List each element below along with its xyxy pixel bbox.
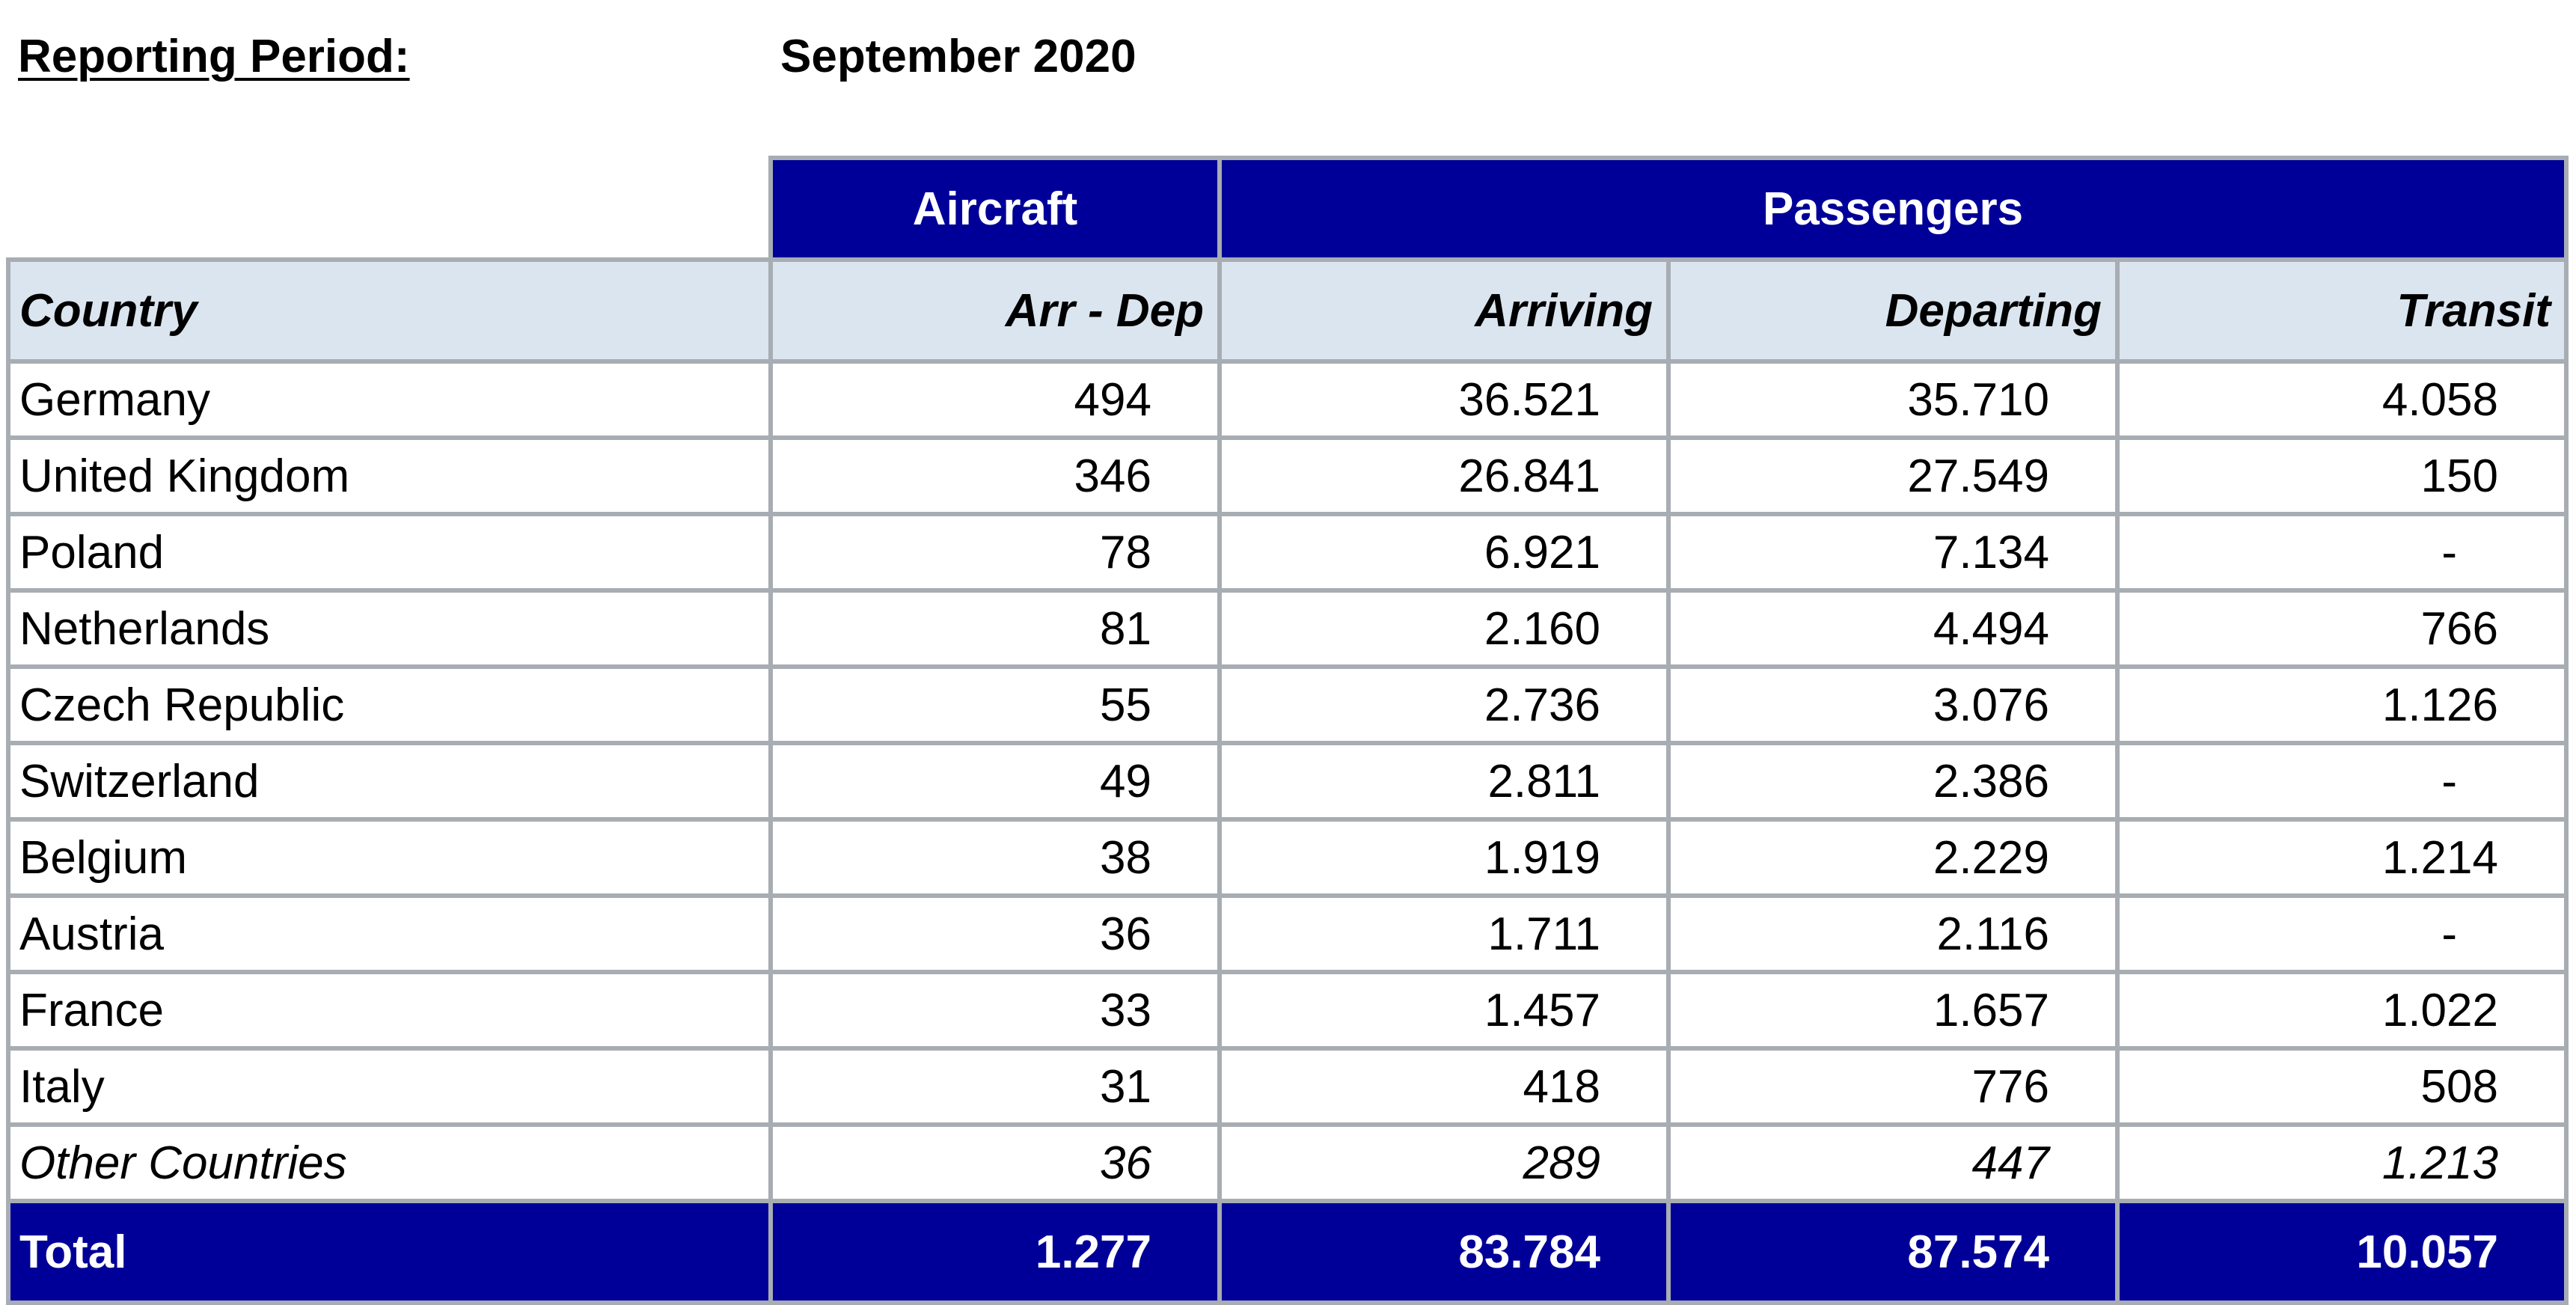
arriving-cell: 1.919 bbox=[1217, 817, 1671, 898]
arr-dep-cell: 49 bbox=[768, 741, 1222, 822]
transit-cell: - bbox=[2115, 893, 2569, 974]
departing-cell: 1.657 bbox=[1666, 970, 2120, 1051]
table-row: Czech Republic 55 2.736 3.076 1.126 bbox=[6, 664, 2569, 745]
arr-dep-cell: 81 bbox=[768, 588, 1222, 669]
total-arr-dep: 1.277 bbox=[768, 1199, 1222, 1305]
table-body: Germany 494 36.521 35.710 4.058 United Kingdo… bbox=[6, 359, 2569, 1203]
arr-dep-cell: 346 bbox=[768, 435, 1222, 516]
arriving-cell: 2.736 bbox=[1217, 664, 1671, 745]
table-row: Germany 494 36.521 35.710 4.058 bbox=[6, 359, 2569, 440]
departing-column-header: Departing bbox=[1666, 257, 2120, 364]
country-cell: Germany bbox=[6, 359, 773, 440]
total-arriving: 83.784 bbox=[1217, 1199, 1671, 1305]
country-cell: United Kingdom bbox=[6, 435, 773, 516]
arr-dep-cell: 38 bbox=[768, 817, 1222, 898]
country-cell: Czech Republic bbox=[6, 664, 773, 745]
country-cell: Netherlands bbox=[6, 588, 773, 669]
table-row: Belgium 38 1.919 2.229 1.214 bbox=[6, 817, 2569, 898]
transit-cell: 508 bbox=[2115, 1046, 2569, 1127]
reporting-period-value: September 2020 bbox=[780, 31, 1136, 82]
table-row: France 33 1.457 1.657 1.022 bbox=[6, 970, 2569, 1051]
total-transit: 10.057 bbox=[2115, 1199, 2569, 1305]
departing-cell: 4.494 bbox=[1666, 588, 2120, 669]
country-cell: Switzerland bbox=[6, 741, 773, 822]
departing-cell: 7.134 bbox=[1666, 512, 2120, 593]
arriving-cell: 1.711 bbox=[1217, 893, 1671, 974]
arriving-cell: 2.811 bbox=[1217, 741, 1671, 822]
departing-cell: 3.076 bbox=[1666, 664, 2120, 745]
country-cell: Other Countries bbox=[6, 1122, 773, 1203]
transit-cell: 766 bbox=[2115, 588, 2569, 669]
column-header-row: Country Arr - Dep Arriving Departing Tra… bbox=[6, 257, 2569, 364]
arr-dep-cell: 55 bbox=[768, 664, 1222, 745]
arriving-column-header: Arriving bbox=[1217, 257, 1671, 364]
table-row: Netherlands 81 2.160 4.494 766 bbox=[6, 588, 2569, 669]
arr-dep-cell: 36 bbox=[768, 1122, 1222, 1203]
departing-cell: 2.116 bbox=[1666, 893, 2120, 974]
country-cell: Italy bbox=[6, 1046, 773, 1127]
departing-cell: 27.549 bbox=[1666, 435, 2120, 516]
transit-cell: 1.126 bbox=[2115, 664, 2569, 745]
arriving-cell: 6.921 bbox=[1217, 512, 1671, 593]
transit-column-header: Transit bbox=[2115, 257, 2569, 364]
country-cell: France bbox=[6, 970, 773, 1051]
arr-dep-cell: 31 bbox=[768, 1046, 1222, 1127]
transit-cell: 1.022 bbox=[2115, 970, 2569, 1051]
reporting-period-label: Reporting Period: bbox=[18, 31, 410, 82]
departing-cell: 35.710 bbox=[1666, 359, 2120, 440]
country-cell: Belgium bbox=[6, 817, 773, 898]
arr-dep-cell: 36 bbox=[768, 893, 1222, 974]
country-cell: Austria bbox=[6, 893, 773, 974]
table-row: United Kingdom 346 26.841 27.549 150 bbox=[6, 435, 2569, 516]
departing-cell: 2.229 bbox=[1666, 817, 2120, 898]
table-row: Other Countries 36 289 447 1.213 bbox=[6, 1122, 2569, 1203]
arr-dep-column-header: Arr - Dep bbox=[768, 257, 1222, 364]
transit-cell: 4.058 bbox=[2115, 359, 2569, 440]
header-blank-cell bbox=[8, 158, 773, 262]
arr-dep-cell: 494 bbox=[768, 359, 1222, 440]
table-row: Switzerland 49 2.811 2.386- bbox=[6, 741, 2569, 822]
arriving-cell: 26.841 bbox=[1217, 435, 1671, 516]
departing-cell: 447 bbox=[1666, 1122, 2120, 1203]
transit-cell: - bbox=[2115, 741, 2569, 822]
table-row: Poland 78 6.921 7.134- bbox=[6, 512, 2569, 593]
traffic-by-country-table: Aircraft Passengers Country Arr - Dep Ar… bbox=[6, 156, 2569, 1305]
table-row: Austria 36 1.711 2.116- bbox=[6, 893, 2569, 974]
departing-cell: 2.386 bbox=[1666, 741, 2120, 822]
transit-cell: 150 bbox=[2115, 435, 2569, 516]
arriving-cell: 1.457 bbox=[1217, 970, 1671, 1051]
transit-cell: 1.214 bbox=[2115, 817, 2569, 898]
passengers-group-header: Passengers bbox=[1217, 156, 2569, 262]
aircraft-group-header: Aircraft bbox=[768, 156, 1222, 262]
transit-cell: - bbox=[2115, 512, 2569, 593]
arriving-cell: 2.160 bbox=[1217, 588, 1671, 669]
departing-cell: 776 bbox=[1666, 1046, 2120, 1127]
arr-dep-cell: 33 bbox=[768, 970, 1222, 1051]
arriving-cell: 289 bbox=[1217, 1122, 1671, 1203]
total-departing: 87.574 bbox=[1666, 1199, 2120, 1305]
transit-cell: 1.213 bbox=[2115, 1122, 2569, 1203]
table-row: Italy 31 418 776 508 bbox=[6, 1046, 2569, 1127]
arriving-cell: 418 bbox=[1217, 1046, 1671, 1127]
total-row: Total 1.277 83.784 87.574 10.057 bbox=[6, 1199, 2569, 1305]
country-column-header: Country bbox=[6, 257, 773, 364]
total-label: Total bbox=[6, 1199, 773, 1305]
group-header-row: Aircraft Passengers bbox=[8, 156, 2569, 262]
country-cell: Poland bbox=[6, 512, 773, 593]
arriving-cell: 36.521 bbox=[1217, 359, 1671, 440]
arr-dep-cell: 78 bbox=[768, 512, 1222, 593]
